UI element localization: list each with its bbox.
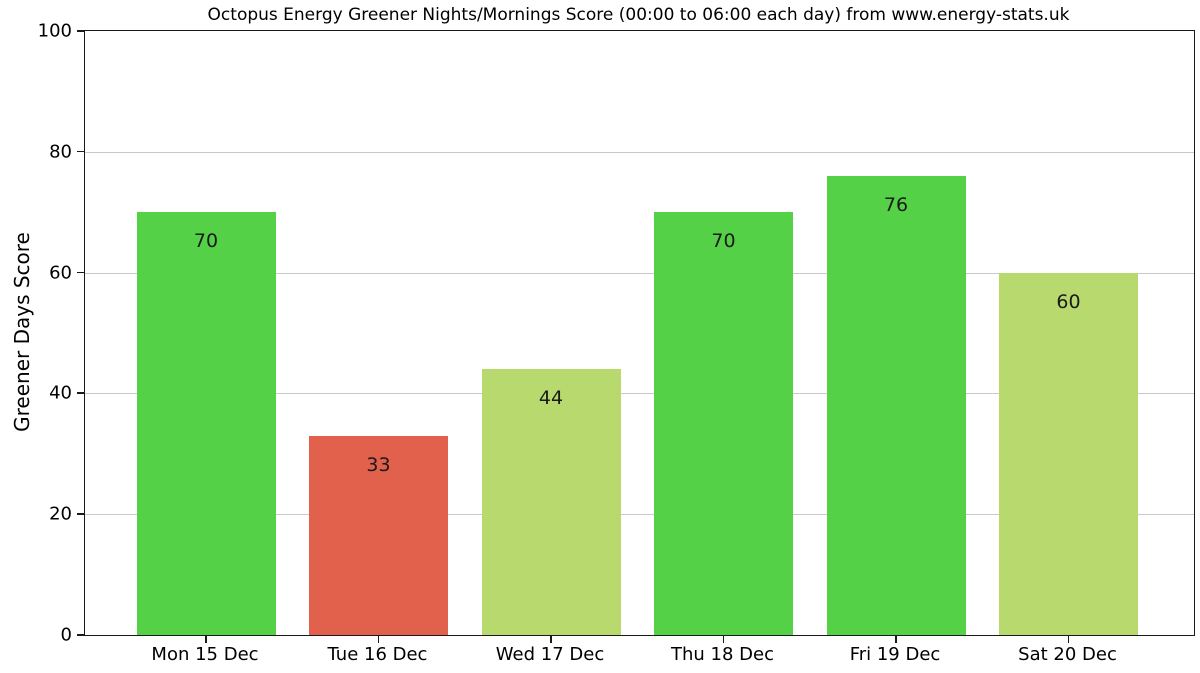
- x-tick-label-wed-17-dec: Wed 17 Dec: [495, 644, 605, 665]
- x-tick-mark-4: [722, 635, 724, 643]
- x-tick-mark-6: [1067, 635, 1069, 643]
- y-tick-mark-40: [77, 392, 84, 394]
- x-tick-label-sat-20-dec: Sat 20 Dec: [1018, 644, 1117, 665]
- bar-value-label: 76: [883, 193, 909, 216]
- plot-area: 70 33 44 70 76 60: [84, 30, 1195, 636]
- y-tick-mark-80: [77, 150, 84, 153]
- bar-value-label: 70: [711, 230, 736, 253]
- x-tick-mark-1: [205, 635, 207, 643]
- y-tick-label-20: 20: [49, 503, 72, 525]
- gridline-y20: [85, 514, 1194, 516]
- bar-tue-16-dec: 33: [309, 435, 448, 635]
- bar-mon-15-dec: 70: [136, 212, 276, 635]
- bar-value-label: 44: [538, 387, 564, 410]
- x-tick-label-fri-19-dec: Fri 19 Dec: [849, 644, 941, 665]
- y-tick-label-40: 40: [49, 382, 72, 404]
- x-tick-mark-3: [550, 635, 552, 643]
- bar-fri-19-dec: 76: [826, 175, 966, 635]
- y-tick-mark-20: [77, 513, 84, 515]
- bar-thu-18-dec: 70: [654, 212, 793, 635]
- y-tick-label-100: 100: [37, 20, 72, 42]
- y-tick-label-60: 60: [49, 262, 72, 284]
- bar-value-label: 60: [1056, 290, 1081, 313]
- x-tick-mark-5: [895, 635, 897, 643]
- bar-value-label: 70: [193, 230, 219, 253]
- y-tick-mark-60: [77, 271, 84, 274]
- y-tick-label-0: 0: [60, 624, 72, 646]
- gridline-y40: [85, 393, 1194, 395]
- y-tick-mark-0: [77, 634, 84, 636]
- gridline-y80: [85, 151, 1194, 153]
- x-tick-label-mon-15-dec: Mon 15 Dec: [151, 644, 259, 665]
- y-tick-label-80: 80: [49, 141, 72, 163]
- chart-title: Octopus Energy Greener Nights/Mornings S…: [207, 5, 1070, 25]
- gridline-y60: [85, 272, 1194, 274]
- y-tick-mark-100: [77, 30, 84, 32]
- bar-wed-17-dec: 44: [481, 369, 621, 635]
- bar-sat-20-dec: 60: [999, 272, 1138, 635]
- x-tick-mark-2: [377, 635, 379, 643]
- x-tick-label-tue-16-dec: Tue 16 Dec: [327, 644, 428, 665]
- x-tick-label-thu-18-dec: Thu 18 Dec: [671, 644, 774, 665]
- bar-value-label: 33: [366, 453, 391, 476]
